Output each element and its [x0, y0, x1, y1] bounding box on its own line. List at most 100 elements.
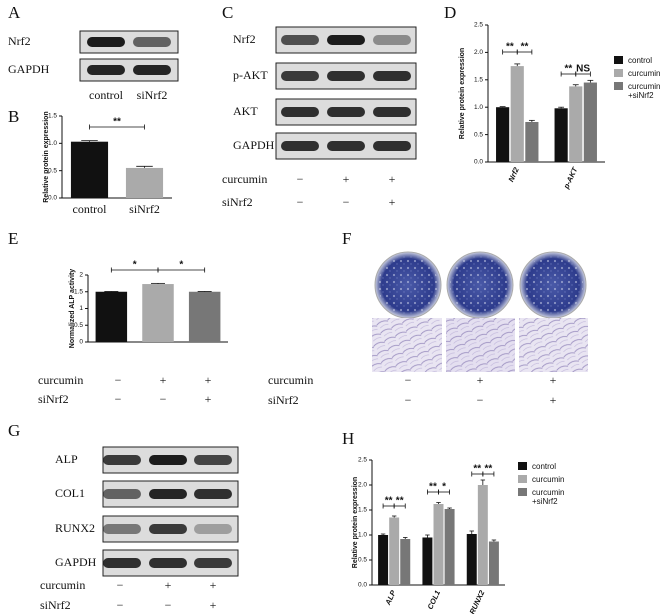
- micrograph-texture: [519, 318, 588, 372]
- significance-label: **: [521, 42, 529, 53]
- condition-label: curcumin: [38, 373, 83, 387]
- blot-band: [103, 558, 141, 568]
- blot-label: Nrf2: [233, 32, 256, 46]
- legend-swatch: [518, 488, 527, 496]
- legend-item: control: [614, 56, 663, 65]
- legend-label: curcumin +siNrf2: [532, 488, 565, 506]
- significance-label: NS: [576, 64, 590, 75]
- blot-label: COL1: [55, 486, 85, 500]
- bar: [466, 534, 477, 585]
- bar: [554, 108, 568, 162]
- blot-band: [87, 65, 125, 75]
- blot-label: GAPDH: [233, 138, 275, 152]
- blot-band: [149, 558, 187, 568]
- legend-swatch: [518, 462, 527, 470]
- panel-letter: A: [8, 3, 21, 22]
- legend-label: curcumin: [628, 69, 661, 78]
- legend-swatch: [614, 56, 623, 64]
- blot-band: [149, 455, 187, 465]
- condition-sign: +: [210, 578, 217, 592]
- bar: [125, 167, 164, 198]
- condition-sign: −: [160, 392, 167, 406]
- y-tick-label: 1.5: [358, 507, 367, 514]
- y-tick-label: 2.5: [474, 22, 483, 29]
- y-axis-label: Relative protein expression: [43, 111, 50, 202]
- bar: [488, 541, 499, 585]
- panel-letter: F: [342, 229, 351, 248]
- bar: [378, 535, 389, 585]
- significance-label: *: [179, 260, 183, 271]
- blot-band: [103, 455, 141, 465]
- blot-band: [327, 35, 365, 45]
- legend-item: curcumin +siNrf2: [518, 488, 568, 506]
- condition-sign: +: [205, 392, 212, 406]
- bar: [188, 291, 221, 342]
- blot-band: [87, 37, 125, 47]
- y-tick-label: 0.5: [474, 131, 483, 138]
- legend-label: control: [532, 462, 557, 471]
- condition-sign: −: [297, 172, 304, 186]
- significance-label: **: [113, 117, 121, 128]
- blot-band: [133, 65, 171, 75]
- x-tick-label: COL1: [425, 589, 442, 611]
- blot-band: [281, 141, 319, 151]
- y-tick-label: 0.5: [74, 322, 83, 329]
- blot-band: [281, 107, 319, 117]
- y-tick-label: 1.0: [48, 140, 57, 147]
- dish-texture: [523, 255, 583, 315]
- blot-frame: [79, 30, 179, 54]
- blot-label: ALP: [55, 452, 78, 466]
- legend-label: control: [628, 56, 653, 65]
- significance-label: *: [442, 482, 446, 493]
- lane-label: siNrf2: [137, 88, 168, 102]
- blot-label: RUNX2: [55, 521, 95, 535]
- x-tick-label: control: [73, 202, 108, 216]
- y-tick-label: 2: [79, 272, 83, 279]
- blot-band: [194, 455, 232, 465]
- condition-sign: +: [210, 598, 217, 612]
- blot-band: [133, 37, 171, 47]
- y-tick-label: 0.0: [48, 195, 57, 202]
- y-tick-label: 1.0: [358, 532, 367, 539]
- panel-letter: E: [8, 229, 18, 248]
- blot-band: [327, 71, 365, 81]
- y-tick-label: 1.5: [474, 77, 483, 84]
- legend-item: curcumin: [614, 69, 663, 78]
- legend-item: curcumin: [518, 475, 568, 484]
- blot-band: [149, 489, 187, 499]
- bar: [525, 121, 539, 162]
- y-tick-label: 0.5: [48, 167, 57, 174]
- y-tick-label: 1.5: [74, 288, 83, 295]
- bar: [583, 82, 597, 162]
- significance-label: **: [385, 496, 393, 507]
- blot-label: GAPDH: [55, 555, 97, 569]
- blot-frame: [79, 58, 179, 82]
- bar: [142, 284, 174, 342]
- blot-label: GAPDH: [8, 62, 50, 76]
- condition-label: siNrf2: [222, 195, 253, 209]
- significance-label: **: [565, 64, 573, 75]
- dish-texture: [450, 255, 510, 315]
- condition-label: curcumin: [222, 172, 267, 186]
- y-tick-label: 0.0: [358, 582, 367, 589]
- x-tick-label: siNrf2: [129, 202, 160, 216]
- alp-staining: [372, 251, 588, 372]
- condition-sign: −: [405, 393, 412, 407]
- legend-swatch: [518, 475, 527, 483]
- x-tick-label: Nrf2: [506, 165, 521, 183]
- condition-sign: −: [477, 393, 484, 407]
- condition-sign: +: [165, 578, 172, 592]
- condition-label: siNrf2: [40, 598, 71, 612]
- blot-band: [373, 141, 411, 151]
- condition-sign: −: [115, 392, 122, 406]
- blot-band: [373, 71, 411, 81]
- condition-label: siNrf2: [268, 393, 299, 407]
- panel-letter: D: [444, 3, 456, 22]
- bar: [422, 537, 433, 585]
- condition-label: siNrf2: [38, 392, 69, 406]
- x-tick-label: ALP: [383, 588, 398, 607]
- blot-band: [149, 524, 187, 534]
- blot-band: [194, 489, 232, 499]
- condition-sign: −: [115, 373, 122, 387]
